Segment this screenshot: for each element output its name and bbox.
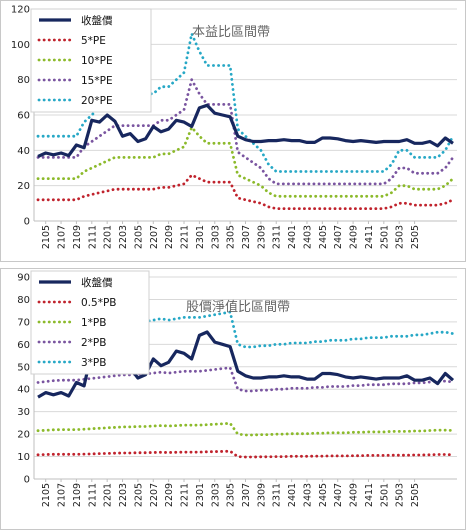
x-tick-label: 2501 <box>379 483 390 507</box>
chart-title: 本益比區間帶 <box>192 25 270 40</box>
x-tick-label: 2303 <box>210 483 221 507</box>
y-tick-label: 60 <box>17 111 30 122</box>
x-tick-label: 2409 <box>349 483 360 507</box>
pe-band-chart-panel: 0 20 40 60 80 100 120 2105 2107 2109 2111 2201 2203 2… <box>0 0 466 262</box>
x-tick-label: 2207 <box>149 483 160 507</box>
x-tick-label: 2303 <box>210 225 221 249</box>
y-tick-label: 0 <box>24 217 30 228</box>
y-tick-label: 80 <box>17 75 30 86</box>
x-tick-label: 2311 <box>272 225 283 249</box>
x-tick-label: 2301 <box>195 225 206 249</box>
x-tick-label: 2207 <box>149 225 160 249</box>
x-tick-label: 2505 <box>410 483 421 507</box>
x-tick-label: 2305 <box>226 483 237 507</box>
x-tick-label: 2307 <box>241 225 252 249</box>
x-tick-label: 2301 <box>195 483 206 507</box>
x-tick-label: 2403 <box>302 225 313 249</box>
band-line-s3 <box>36 366 455 393</box>
band-line-s2 <box>36 421 455 437</box>
x-tick-label: 2505 <box>410 225 421 249</box>
y-tick-label: 10 <box>17 452 30 463</box>
band-line-s4 <box>36 310 455 349</box>
x-tick-label: 2203 <box>118 225 129 249</box>
pb-band-chart-panel: 0 10 20 30 40 50 60 70 80 90 2105 2107 2109 2111 2201 2… <box>0 268 466 530</box>
x-tick-label: 2411 <box>364 225 375 249</box>
legend: 收盤價 5*PE 10*PE 15*PE 20*PE <box>30 8 152 113</box>
x-tick-label: 2409 <box>349 225 360 249</box>
y-tick-label: 20 <box>17 181 30 192</box>
x-tick-label: 2211 <box>180 483 191 507</box>
x-tick-label: 2405 <box>318 225 329 249</box>
band-line-s1 <box>36 173 455 211</box>
y-tick-label: 20 <box>17 430 30 441</box>
x-tick-label: 2105 <box>41 225 52 249</box>
x-tick-label: 2209 <box>164 483 175 507</box>
x-tick-label: 2211 <box>180 225 191 249</box>
x-tick-label: 2503 <box>395 225 406 249</box>
legend-label: 1*PB <box>81 317 106 329</box>
y-tick-label: 80 <box>17 295 30 306</box>
x-tick-label: 2403 <box>302 483 313 507</box>
x-tick-label: 2407 <box>333 483 344 507</box>
y-tick-label: 0 <box>24 475 30 486</box>
y-tick-label: 120 <box>11 5 30 16</box>
x-tick-label: 2501 <box>379 225 390 249</box>
x-tick-label: 2111 <box>87 483 98 507</box>
x-tick-label: 2307 <box>241 483 252 507</box>
x-tick-label: 2205 <box>133 483 144 507</box>
chart-title: 股價淨值比區間帶 <box>186 299 290 315</box>
legend-label: 收盤價 <box>81 14 113 27</box>
legend-label: 5*PE <box>81 35 106 47</box>
y-tick-label: 50 <box>17 362 30 373</box>
x-tick-label: 2405 <box>318 483 329 507</box>
x-tick-label: 2305 <box>226 225 237 249</box>
x-tick-label: 2411 <box>364 483 375 507</box>
y-tick-label: 30 <box>17 407 30 418</box>
x-tick-label: 2109 <box>72 483 83 507</box>
pe-band-chart: 0 20 40 60 80 100 120 2105 2107 2109 2111 2201 2203 2… <box>11 5 457 249</box>
x-tick-label: 2201 <box>103 225 114 249</box>
x-tick-label: 2109 <box>72 225 83 249</box>
legend-box <box>30 270 150 375</box>
x-tick-label: 2205 <box>133 225 144 249</box>
x-tick-label: 2201 <box>103 483 114 507</box>
band-line-s2 <box>36 126 455 198</box>
y-tick-label: 100 <box>11 40 30 51</box>
x-tick-label: 2107 <box>57 225 68 249</box>
y-tick-label: 90 <box>17 273 30 284</box>
y-tick-label: 70 <box>17 317 30 328</box>
x-tick-label: 2407 <box>333 225 344 249</box>
x-tick-label: 2107 <box>57 483 68 507</box>
legend-label: 3*PB <box>81 357 106 369</box>
x-tick-label: 2209 <box>164 225 175 249</box>
x-tick-label: 2309 <box>256 225 267 249</box>
x-tick-label: 2111 <box>87 225 98 249</box>
x-tick-label: 2503 <box>395 483 406 507</box>
pb-band-chart: 0 10 20 30 40 50 60 70 80 90 2105 2107 2109 2111 2201 2… <box>17 270 457 507</box>
legend-label: 收盤價 <box>81 276 113 289</box>
close-price-line <box>37 103 454 158</box>
legend-label: 15*PE <box>81 75 113 87</box>
x-tick-label: 2105 <box>41 483 52 507</box>
y-tick-label: 60 <box>17 340 30 351</box>
x-tick-label: 2401 <box>287 483 298 507</box>
legend-label: 2*PB <box>81 337 106 349</box>
y-tick-label: 40 <box>17 385 30 396</box>
x-tick-label: 2311 <box>272 483 283 507</box>
x-tick-label: 2401 <box>287 225 298 249</box>
y-tick-label: 40 <box>17 146 30 157</box>
legend: 收盤價 0.5*PB 1*PB 2*PB 3*PB <box>30 270 150 375</box>
legend-label: 10*PE <box>81 55 113 67</box>
x-tick-label: 2203 <box>118 483 129 507</box>
band-line-s1 <box>36 449 455 459</box>
legend-label: 20*PE <box>81 95 113 107</box>
x-tick-label: 2309 <box>256 483 267 507</box>
legend-box <box>30 8 152 113</box>
legend-label: 0.5*PB <box>81 297 116 309</box>
